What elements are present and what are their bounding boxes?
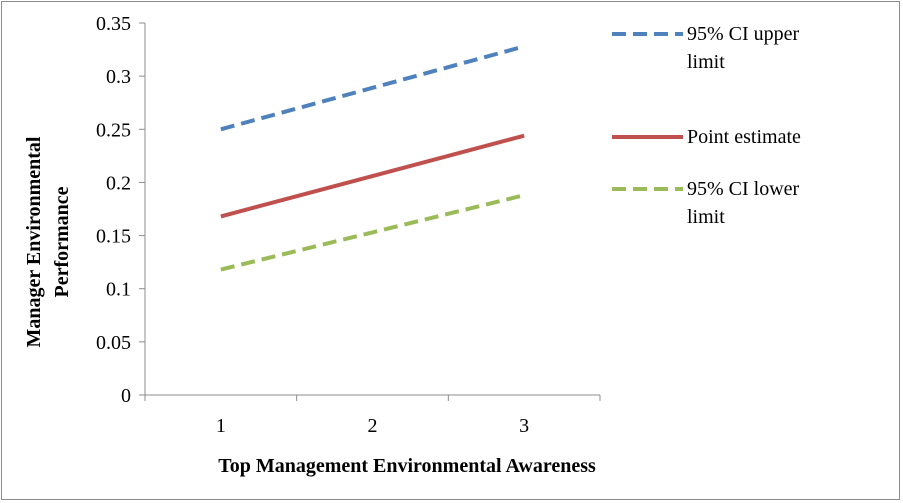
y-axis-title-line-1: Manager Environmental [23,136,45,347]
axes: 0 0.05 0.1 0.15 0.2 0.25 0.3 0.35 1 2 3 [96,13,601,437]
y-axis-title-line-2: Performance [51,186,73,297]
x-axis-title: Top Management Environmental Awareness [218,455,596,477]
legend-label-upper: limit [687,51,725,73]
x-tick-label: 3 [519,415,529,437]
legend-label-lower: 95% CI lower [687,178,800,200]
y-tick-label: 0.2 [106,172,131,194]
y-tick-label: 0.25 [96,119,131,141]
series-line-lower [220,193,525,272]
legend-item-point: Point estimate [612,126,801,148]
y-tick-label: 0.1 [106,279,131,301]
y-tick-label: 0 [121,385,131,407]
y-axis-ticks: 0 0.05 0.1 0.15 0.2 0.25 0.3 0.35 [96,13,145,407]
y-tick-label: 0.35 [96,13,131,35]
legend-item-lower: 95% CI lower limit [612,178,800,228]
legend-label-upper: 95% CI upper [687,23,800,45]
y-tick-label: 0.15 [96,226,131,248]
legend: 95% CI upper limit Point estimate 95% CI lo… [612,23,801,228]
series-line-point [220,133,525,219]
legend-label-lower: limit [687,206,725,228]
x-tick-label: 1 [216,415,226,437]
y-axis-title: Manager Environmental Performance [23,136,73,347]
legend-item-upper: 95% CI upper limit [612,23,800,73]
x-axis-ticks: 1 2 3 [144,395,601,437]
y-tick-label: 0.05 [96,332,131,354]
x-tick-label: 2 [368,415,378,437]
legend-label-point: Point estimate [687,126,801,148]
y-tick-label: 0.3 [106,66,131,88]
series-line-upper [220,44,525,132]
plot-lines [220,44,525,272]
